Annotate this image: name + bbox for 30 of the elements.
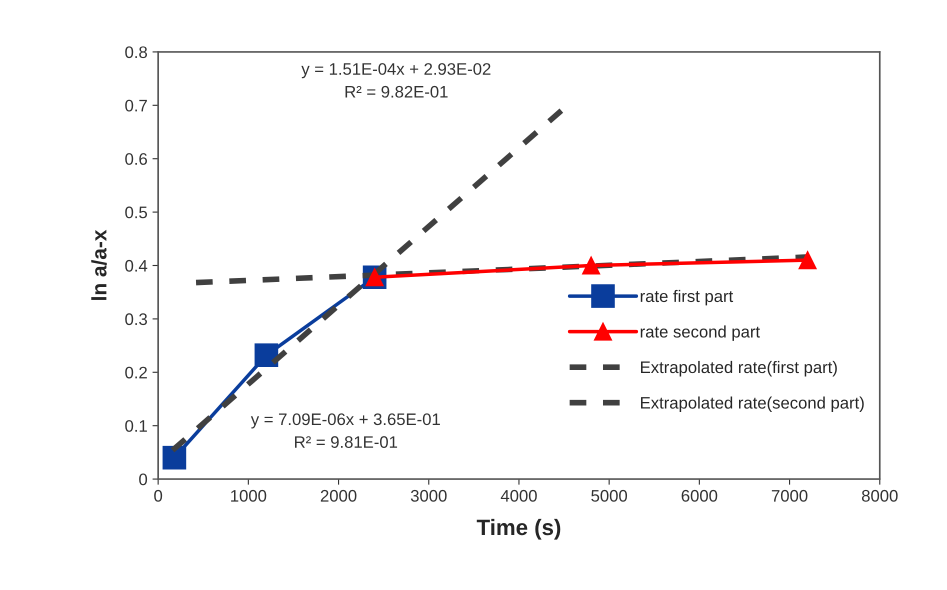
y-tick-label: 0.8 [125, 46, 148, 58]
x-tick-label: 7000 [772, 490, 808, 502]
legend-label: Extrapolated rate(first part) [641, 360, 837, 376]
legend-label: rate second part [640, 325, 760, 341]
point [582, 256, 600, 275]
annotation: y = 7.09E-06x + 3.65E-01 R² = 9.81E-01 [250, 413, 440, 448]
point [798, 251, 817, 270]
x-tick-label: 0 [154, 490, 162, 502]
x-tick-label: 1000 [231, 490, 266, 502]
legend-label: rate first part [640, 290, 734, 306]
x-tick-label: 8000 [862, 490, 898, 502]
y-axis-title: ln a/a-x [91, 230, 107, 300]
y-tick-label: 0.2 [125, 366, 147, 378]
x-tick-label: 6000 [682, 490, 718, 502]
x-axis-title: Time (s) [476, 518, 560, 540]
point [254, 343, 278, 368]
y-tick-label: 0.1 [125, 420, 147, 432]
x-tick-label: 4000 [500, 490, 537, 502]
y-tick-label: 0.3 [125, 313, 147, 326]
annotation: y = 1.51E-04x + 2.93E-02 R² = 9.82E-01 [301, 63, 490, 98]
x-tick-label: 2000 [320, 490, 356, 502]
y-tick-label: 0.4 [125, 260, 148, 272]
x-tick-label: 5000 [591, 490, 628, 502]
legend-label: Extrapolated rate(second part) [641, 396, 864, 412]
y-tick-label: 0.5 [125, 206, 148, 218]
y-tick-label: 0.6 [125, 153, 147, 165]
y-tick-label: 0 [139, 473, 148, 486]
point [162, 446, 186, 470]
x-tick-label: 3000 [410, 490, 447, 502]
y-tick-label: 0.7 [125, 100, 147, 112]
